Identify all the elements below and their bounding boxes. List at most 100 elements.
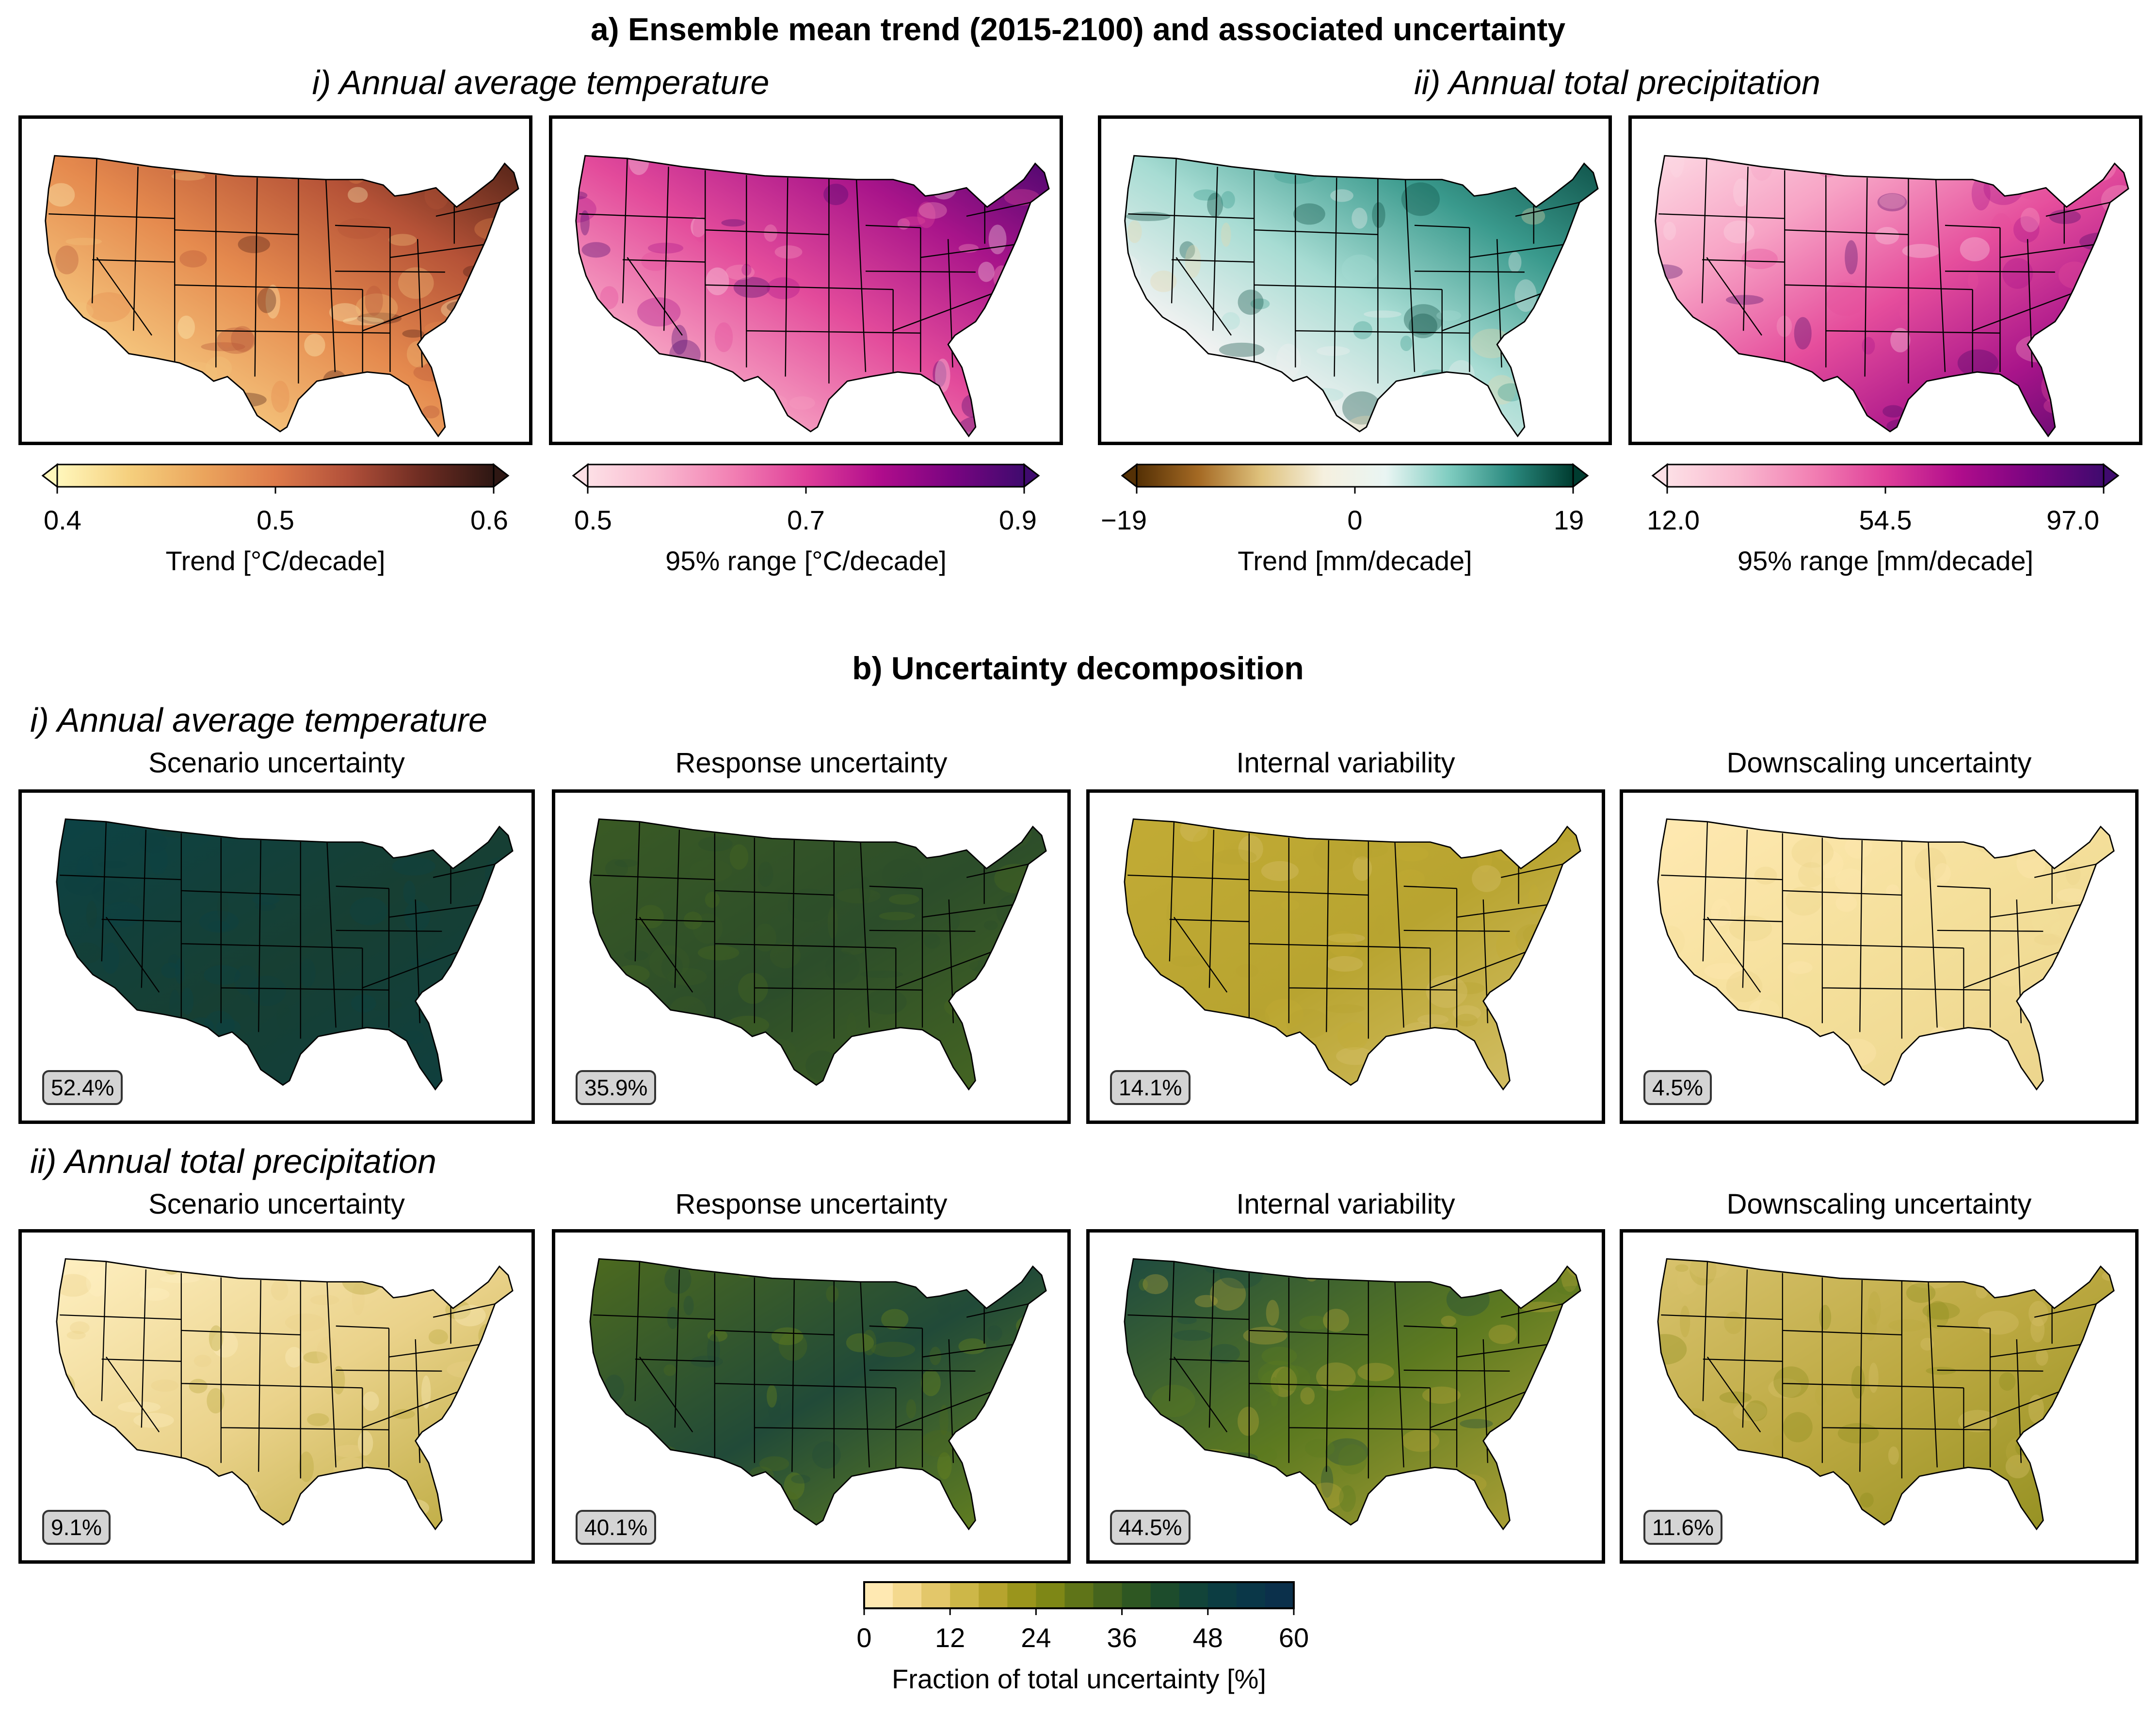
map-speckle	[1451, 982, 1485, 994]
map-speckle	[1447, 1474, 1487, 1494]
colorbar-extend-max	[1023, 463, 1040, 489]
map-speckle	[932, 819, 956, 846]
map-speckle	[403, 1030, 424, 1044]
map-speckle	[1822, 156, 1841, 170]
map-speckle	[101, 365, 114, 398]
map-speckle	[1496, 929, 1518, 962]
map-speckle	[1251, 388, 1266, 399]
map-speckle	[1352, 208, 1368, 229]
map-speckle	[216, 1019, 241, 1035]
map-speckle	[45, 425, 63, 434]
map-speckle	[458, 1259, 494, 1264]
us-map	[1124, 1258, 1581, 1530]
us-map-precip-trend	[1124, 155, 1599, 437]
map-speckle	[581, 242, 611, 258]
map-speckle	[1997, 157, 2019, 176]
map-speckle	[921, 1369, 941, 1396]
map-speckle	[644, 1025, 686, 1055]
map-speckle	[66, 1330, 86, 1340]
map-speckle	[1543, 1419, 1573, 1448]
map-speckle	[975, 413, 999, 436]
map-speckle	[1767, 1479, 1797, 1506]
map-speckle	[1221, 191, 1235, 208]
map-speckle	[2016, 848, 2046, 879]
map-speckle	[1527, 414, 1554, 436]
map-speckle	[676, 1491, 711, 1506]
map-speckle	[1126, 412, 1165, 436]
map-speckle	[1711, 898, 1731, 927]
map-speckle	[1556, 1417, 1572, 1446]
map-speckle	[1452, 1005, 1481, 1021]
map-speckle	[316, 1336, 339, 1368]
map-speckle	[605, 859, 628, 879]
map-speckle	[1352, 856, 1372, 881]
map-speckle	[211, 1330, 238, 1358]
map-speckle	[971, 1438, 981, 1460]
map-speckle	[299, 959, 316, 988]
map-speckle	[1209, 1344, 1240, 1363]
section-b-precip-subtitle: ii) Annual total precipitation	[30, 1142, 436, 1180]
map-speckle	[1400, 336, 1413, 352]
map-speckle	[1276, 343, 1301, 378]
map-speckle	[1338, 1444, 1368, 1474]
map-speckle	[1978, 1311, 2019, 1335]
map-speckle	[1306, 1065, 1323, 1079]
map-speckle	[576, 191, 588, 200]
column-title-internal: Internal variability	[1236, 1188, 1455, 1220]
map-speckle	[1655, 402, 1675, 431]
map-speckle	[1996, 1273, 2018, 1281]
map-speckle	[2034, 933, 2062, 945]
map-speckle	[86, 1266, 109, 1297]
map-speckle	[280, 162, 299, 179]
map-speckle	[725, 264, 755, 280]
map-speckle	[447, 1361, 487, 1378]
map-speckle	[2082, 156, 2117, 182]
map-speckle	[1875, 226, 1899, 245]
map-speckle	[287, 156, 326, 169]
map-speckle	[338, 218, 381, 239]
map-speckle	[1344, 841, 1388, 858]
map-speckle	[103, 988, 125, 1021]
percent-badge: 40.1%	[576, 1510, 657, 1545]
map-speckle	[2070, 425, 2080, 436]
map-speckle	[1755, 1021, 1789, 1040]
map-speckle	[1683, 408, 1704, 436]
map-speckle	[920, 1430, 959, 1457]
map-speckle	[2013, 156, 2028, 165]
tick-label: 0.4	[44, 505, 81, 535]
map-speckle	[1682, 1418, 1701, 1428]
map-speckle	[1260, 1369, 1295, 1394]
map-speckle	[1772, 993, 1799, 1022]
map-speckle	[1323, 1309, 1349, 1332]
map-speckle	[628, 156, 649, 175]
map-speckle	[1395, 846, 1429, 862]
map-speckle	[1129, 331, 1153, 361]
colorbar-temp-trend	[41, 463, 510, 494]
map-speckle	[1745, 1400, 1768, 1422]
map-speckle	[789, 396, 816, 410]
map-speckle	[1125, 254, 1141, 286]
map-speckle	[220, 332, 233, 348]
colorbar-fraction	[863, 1581, 1295, 1615]
map-speckle	[669, 1451, 696, 1482]
map-speckle	[924, 933, 941, 949]
map-speckle	[995, 819, 1029, 834]
map-speckle	[1845, 835, 1873, 859]
map-speckle	[2046, 356, 2080, 370]
map-speckle	[930, 173, 957, 200]
map-speckle	[217, 417, 251, 436]
map-speckle	[1657, 1334, 1687, 1365]
map-speckle	[852, 156, 880, 166]
map-speckle	[1027, 245, 1037, 253]
tick-label: 0.6	[470, 505, 508, 535]
map-speckle	[661, 954, 683, 980]
map-speckle	[205, 356, 232, 380]
map-speckle	[1179, 241, 1195, 259]
map-speckle	[1261, 861, 1299, 881]
map-speckle	[1523, 923, 1560, 946]
map-speckle	[99, 378, 116, 386]
map-speckle	[1879, 193, 1905, 209]
map-speckle	[490, 1001, 504, 1023]
map-speckle	[61, 334, 101, 351]
map-speckle	[1535, 1402, 1553, 1413]
